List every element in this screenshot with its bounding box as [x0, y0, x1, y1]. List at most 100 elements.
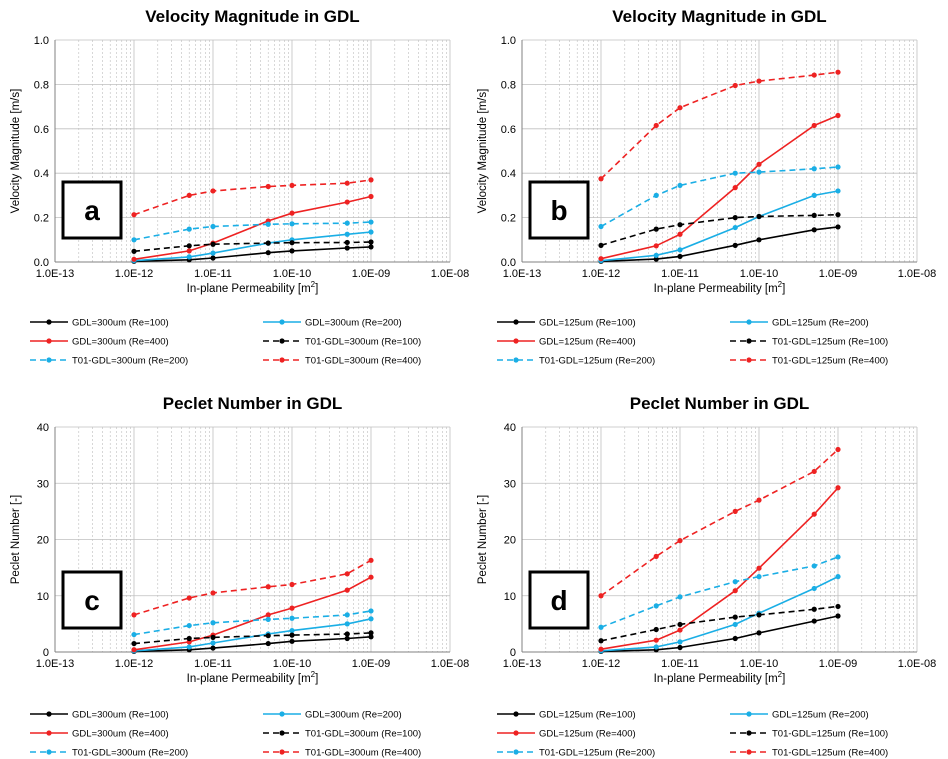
x-axis-label: In-plane Permeability [m2]: [187, 280, 319, 295]
panel-label: d: [550, 585, 567, 616]
x-axis-label-end: ]: [315, 673, 318, 685]
legend-marker: [279, 319, 285, 325]
x-axis-label-sup: 2: [311, 670, 316, 679]
legend-marker: [46, 319, 52, 325]
data-point: [344, 231, 350, 237]
data-point: [210, 640, 216, 646]
y-tick-label: 30: [504, 478, 516, 490]
data-point: [131, 640, 137, 647]
data-point: [131, 248, 137, 254]
data-point: [756, 612, 762, 618]
data-point: [210, 223, 216, 230]
data-point: [811, 618, 817, 624]
data-point: [186, 248, 192, 254]
y-tick-label: 10: [504, 591, 516, 603]
data-point: [265, 221, 271, 227]
data-point: [732, 215, 738, 221]
data-point: [677, 253, 683, 260]
y-tick-label: 20: [504, 535, 516, 547]
legend-marker: [513, 730, 519, 736]
data-point: [265, 250, 271, 256]
y-tick-label: 0.4: [501, 168, 516, 180]
x-tick-label: 1.0E-11: [661, 268, 699, 280]
data-point: [368, 634, 374, 640]
legend-entry: T01-GDL=125um (Re=200): [539, 356, 655, 367]
data-point: [131, 647, 137, 653]
data-point: [265, 616, 271, 622]
legend-marker: [513, 338, 519, 344]
data-point: [368, 219, 374, 225]
data-point: [653, 256, 659, 262]
panel-label-box: [528, 180, 590, 240]
data-point: [186, 644, 192, 650]
legend-marker: [513, 711, 519, 717]
data-point: [186, 635, 192, 642]
chart-panel-c: Peclet Number in GDL 0 10 20 30 40 1.0E-13 1.0E…: [10, 394, 469, 759]
data-point: [756, 237, 762, 243]
legend-marker: [279, 711, 285, 717]
legend-entry: T01-GDL=300um (Re=400): [305, 356, 421, 367]
data-point: [653, 122, 659, 129]
data-point: [732, 621, 738, 628]
data-point: [756, 78, 762, 84]
data-point: [835, 212, 841, 218]
data-point: [289, 210, 295, 216]
y-tick-label: 0.2: [501, 213, 516, 225]
legend-marker: [46, 749, 52, 755]
x-axis-label-end: ]: [782, 283, 785, 295]
legend-marker: [279, 357, 285, 363]
data-point: [344, 180, 350, 186]
x-axis-label-sup: 2: [778, 280, 783, 289]
legend-entry: GDL=300um (Re=100): [72, 710, 169, 721]
panel-label-box: [61, 180, 123, 240]
x-axis-label-main: In-plane Permeability [m: [654, 673, 778, 685]
y-axis-label: Peclet Number [-]: [477, 495, 489, 584]
data-point: [732, 579, 738, 585]
legend-entry: T01-GDL=300um (Re=100): [305, 337, 421, 348]
x-axis-label-main: In-plane Permeability [m: [187, 283, 311, 295]
x-tick-label: 1.0E-13: [503, 658, 542, 670]
x-tick-label: 1.0E-11: [194, 658, 232, 670]
panel-label: b: [550, 195, 567, 226]
data-point: [811, 122, 817, 129]
y-tick-label: 0.6: [501, 124, 516, 136]
data-point: [835, 446, 841, 453]
legend-marker: [513, 319, 519, 325]
data-point: [368, 608, 374, 614]
data-point: [344, 612, 350, 618]
data-point: [756, 497, 762, 503]
legend-entry: GDL=300um (Re=400): [72, 729, 169, 740]
data-point: [368, 244, 374, 250]
data-point: [756, 574, 762, 580]
data-point: [811, 166, 817, 172]
x-tick-label: 1.0E-13: [36, 658, 75, 670]
data-point: [131, 212, 137, 218]
data-point: [210, 634, 216, 640]
data-point: [131, 237, 137, 243]
data-point: [835, 224, 841, 230]
data-point: [368, 193, 374, 200]
panel-label: a: [84, 195, 100, 226]
legend-entry: GDL=125um (Re=400): [539, 729, 636, 740]
data-point: [344, 631, 350, 637]
y-tick-label: 0.8: [34, 79, 49, 91]
data-point: [756, 213, 762, 220]
legend-marker: [746, 319, 752, 325]
data-point: [756, 630, 762, 636]
data-point: [210, 620, 216, 626]
data-point: [811, 585, 817, 592]
data-point: [131, 612, 137, 618]
data-point: [289, 581, 295, 588]
legend-entry: GDL=125um (Re=200): [772, 318, 869, 329]
x-tick-label: 1.0E-10: [273, 658, 312, 670]
data-point: [756, 161, 762, 167]
x-tick-label: 1.0E-11: [194, 268, 232, 280]
legend-entry: T01-GDL=125um (Re=100): [772, 337, 888, 348]
data-point: [368, 239, 374, 245]
data-point: [344, 245, 350, 251]
x-tick-label: 1.0E-09: [819, 268, 858, 280]
data-point: [210, 590, 216, 596]
x-axis-label: In-plane Permeability [m2]: [654, 670, 786, 685]
data-point: [811, 468, 817, 475]
data-point: [835, 603, 841, 610]
